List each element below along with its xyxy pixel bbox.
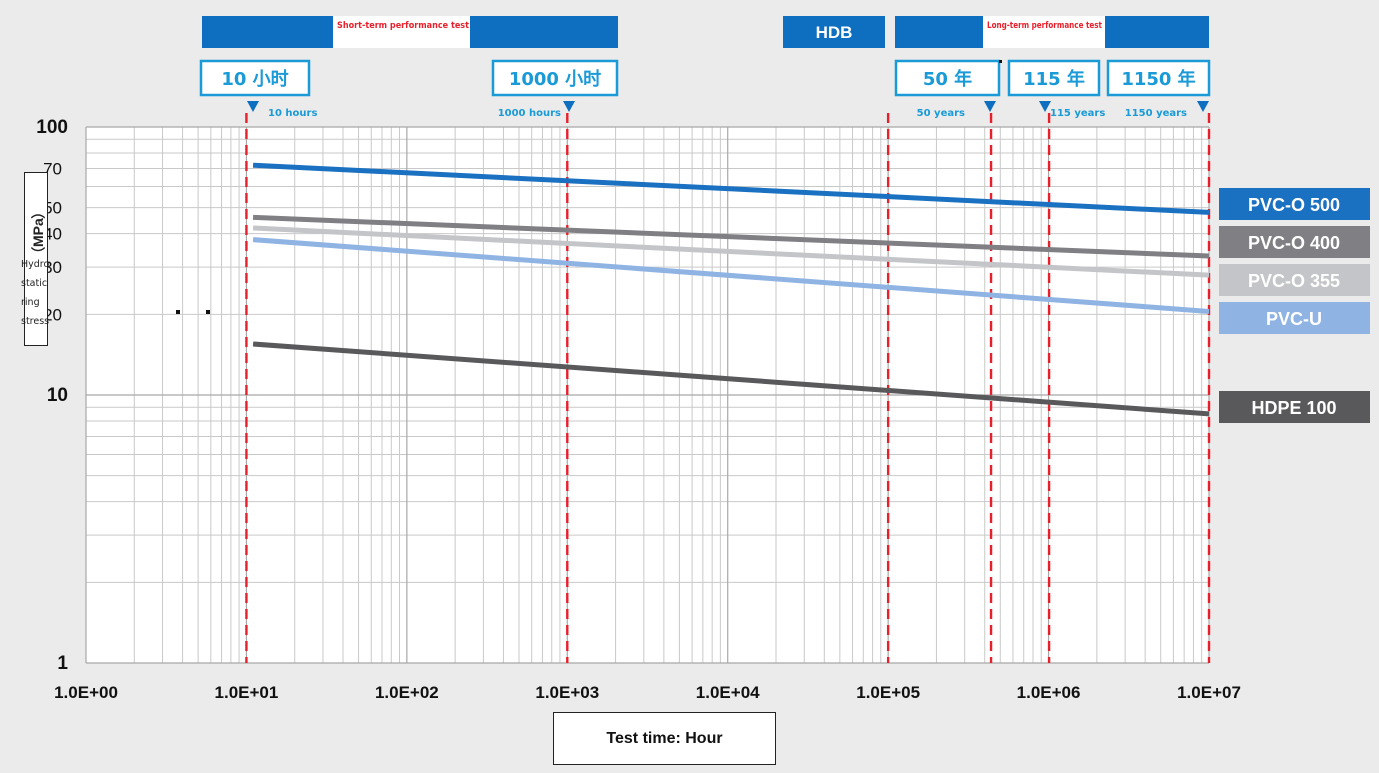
milestone-box: [1007, 59, 1101, 97]
milestone-label: 115 年: [1023, 68, 1085, 90]
y-tick-label: 1: [57, 653, 68, 674]
series-line: [252, 162, 1210, 215]
x-tick-label: 1.0E+03: [535, 683, 599, 702]
stray-dots: [176, 60, 1002, 314]
milestone-label: 10 小时: [221, 69, 288, 90]
x-axis-label: Test time: Hour: [606, 729, 723, 747]
milestone-label: 1150 年: [1121, 68, 1195, 90]
series-line: [252, 341, 1210, 417]
hdb-label: HDB: [816, 23, 853, 42]
legend-item: [1219, 226, 1370, 258]
legend-label: PVC-O 500: [1248, 195, 1340, 215]
series-lines: [252, 162, 1210, 417]
legend-label: PVC-O 400: [1248, 233, 1340, 253]
y-tick-label: 10: [47, 385, 68, 406]
milestone-box: [894, 59, 1001, 97]
legend-item: [1219, 188, 1370, 220]
legend: PVC-O 500 PVC-O 400 PVC-O 355 PVC-U HDPE 100: [1219, 188, 1370, 423]
milestone-marker: [984, 101, 996, 112]
milestone-sublabel: 10 hours: [268, 108, 317, 119]
series-line: [252, 237, 1210, 314]
legend-label: HDPE 100: [1251, 398, 1336, 418]
series-line: [252, 225, 1210, 278]
x-tick-label: 1.0E+04: [696, 683, 760, 702]
milestone-sublabel: 115 years: [1050, 108, 1105, 119]
milestone-sublabel: 50 years: [917, 108, 965, 119]
x-tick-label: 1.0E+05: [856, 683, 920, 702]
milestone-marker: [1039, 101, 1051, 112]
legend-item: [1219, 264, 1370, 296]
y-axis-label-line: static: [21, 278, 48, 289]
x-tick-label: 1.0E+01: [215, 683, 279, 702]
milestone-box: [199, 59, 311, 97]
milestone-sublabel: 1150 years: [1125, 108, 1187, 119]
milestone-sublabel: 1000 hours: [498, 108, 561, 119]
short-term-label-box: [333, 16, 470, 48]
short-term-label: Short-term performance test: [337, 21, 470, 31]
x-tick-label: 1.0E+00: [54, 683, 118, 702]
y-axis-label-line: ring: [21, 297, 40, 308]
y-axis-label: Hydro static ring stress: [21, 255, 61, 331]
series-line: [252, 214, 1210, 259]
x-tick-label: 1.0E+06: [1017, 683, 1081, 702]
top-bands: Short-term performance test HDB Long-term …: [199, 16, 1211, 119]
x-tick-labels: 1.0E+00 1.0E+01 1.0E+02 1.0E+03 1.0E+04 1.0E+…: [54, 683, 1241, 702]
milestone-box: [1106, 59, 1211, 97]
long-term-label: Long-term performance test: [987, 21, 1103, 31]
long-term-label-box: [983, 16, 1105, 48]
y-axis-label-line: Hydro: [21, 259, 50, 270]
milestone-label: 50 年: [923, 68, 972, 90]
legend-item: [1219, 302, 1370, 334]
milestone-marker: [247, 101, 259, 112]
milestone-box: [491, 59, 619, 97]
x-tick-label: 1.0E+07: [1177, 683, 1241, 702]
y-tick-label: 100: [36, 117, 68, 138]
milestone-marker: [563, 101, 575, 112]
y-axis-label-line: stress: [21, 316, 50, 327]
legend-label: PVC-O 355: [1248, 271, 1340, 291]
stray-dot: [999, 60, 1002, 63]
x-axis-label-box: Test time: Hour: [553, 712, 776, 765]
milestone-marker: [1197, 101, 1209, 112]
y-axis-unit: （MPa）: [30, 204, 46, 262]
legend-label: PVC-U: [1266, 309, 1322, 329]
x-tick-label: 1.0E+02: [375, 683, 439, 702]
stray-dot: [176, 310, 180, 314]
y-axis-label-box: （MPa） Hydro static ring stress: [21, 172, 49, 346]
hdb-band: [783, 16, 885, 48]
milestone-label: 1000 小时: [509, 69, 601, 90]
grid-major: [85, 126, 1210, 664]
stray-dot: [206, 310, 210, 314]
legend-item: [1219, 391, 1370, 423]
